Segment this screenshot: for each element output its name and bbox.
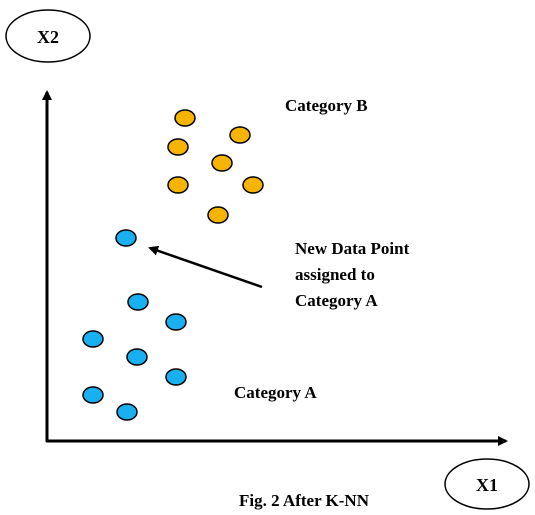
- category-b-point: [167, 138, 189, 156]
- annotation-arrow: [148, 245, 263, 289]
- x-axis-label-text: X1: [476, 475, 498, 495]
- y-axis-label-text: X2: [37, 27, 59, 47]
- category-a-point: [82, 330, 104, 348]
- category-a-point: [165, 313, 187, 331]
- figure-caption: Fig. 2 After K-NN: [239, 491, 370, 510]
- annotation-line-1: New Data Point: [295, 239, 410, 258]
- x-axis-label-bubble: [444, 458, 530, 510]
- category-a-points: [82, 293, 187, 421]
- annotation-line-2: assigned to: [295, 265, 375, 284]
- category-a-point: [126, 348, 148, 366]
- x-axis-label: X1: [444, 458, 530, 510]
- category-a-label: Category A: [234, 383, 317, 402]
- category-b-point: [207, 206, 229, 224]
- category-b-point: [174, 109, 196, 127]
- category-a-point: [116, 403, 138, 421]
- y-axis-label: X2: [5, 9, 91, 63]
- category-b-point: [211, 154, 233, 172]
- new-data-point: [115, 229, 137, 247]
- category-b-point: [167, 176, 189, 194]
- category-b-points: [167, 109, 264, 224]
- category-b-label: Category B: [285, 96, 368, 115]
- category-a-point: [127, 293, 149, 311]
- category-b-point: [229, 126, 251, 144]
- category-a-point: [82, 386, 104, 404]
- annotation-line-3: Category A: [295, 291, 378, 310]
- y-axis-label-bubble: [5, 9, 91, 63]
- category-b-point: [242, 176, 264, 194]
- category-a-point: [165, 368, 187, 386]
